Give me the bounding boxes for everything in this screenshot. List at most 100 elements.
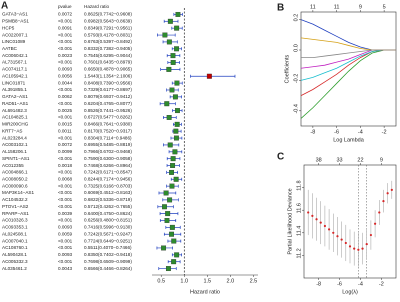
- plot-frame: [303, 164, 397, 279]
- gene-name: AL691482.3: [2, 108, 27, 113]
- hazard-ratio-text: 0.8625(0.7742−0.9608): [84, 12, 132, 17]
- hr-marker: [169, 87, 175, 93]
- panel-label: A: [1, 1, 8, 12]
- hazard-ratio-text: 0.7242(0.5671−0.9247): [84, 231, 132, 236]
- gene-name: AC104825.1: [2, 115, 28, 120]
- p-value: <0.001: [58, 156, 73, 161]
- hazard-ratio-text: 0.5793(0.4178−0.8031): [84, 32, 132, 37]
- p-value: <0.001: [58, 101, 73, 106]
- p-value: <0.001: [58, 204, 73, 209]
- hazard-ratio-text: 0.6256(0.4800−0.8151): [84, 218, 132, 223]
- p-value: <0.001: [58, 218, 73, 223]
- deviance-point: [340, 238, 343, 241]
- x-tick-label: -6: [337, 281, 342, 287]
- y-tick-label: 0.2: [293, 14, 299, 22]
- hr-marker: [169, 231, 175, 237]
- gene-name: AL024508.1: [2, 231, 27, 236]
- hr-marker: [162, 32, 168, 38]
- gene-name: AC074117.1: [2, 67, 28, 72]
- hr-marker: [173, 135, 179, 141]
- p-value: 0.0015: [58, 122, 72, 127]
- p-value: <0.001: [58, 238, 73, 243]
- top-tick-label: 22: [357, 157, 363, 163]
- p-value: <0.001: [58, 245, 73, 250]
- hr-marker: [170, 60, 176, 65]
- p-value: <0.001: [58, 190, 73, 195]
- hr-marker: [165, 211, 171, 217]
- hr-marker: [167, 197, 173, 203]
- p-value: <0.001: [58, 39, 73, 44]
- coefficient-path: [301, 49, 396, 58]
- p-value: 0.0059: [58, 231, 72, 236]
- hr-marker: [169, 224, 175, 230]
- p-value: 0.0099: [58, 149, 72, 154]
- hazard-ratio-text: 0.8079(0.6937−0.9412): [84, 94, 132, 99]
- x-tick-label: 1.0: [180, 278, 188, 284]
- y-tick-label: 0.0: [293, 44, 299, 52]
- deviance-point: [361, 247, 364, 250]
- plot-frame: [300, 11, 397, 127]
- coefficient-path: [300, 37, 396, 51]
- p-value: 0.0018: [58, 163, 72, 168]
- x-tick-label: -2: [382, 129, 387, 135]
- hr-marker: [161, 245, 167, 251]
- hazard-ratio-text: 0.7590(0.6300−0.9058): [84, 156, 132, 161]
- p-value: 0.0093: [58, 225, 72, 230]
- x-tick-label: -4: [358, 129, 363, 135]
- deviance-point: [348, 245, 352, 248]
- gene-name: GATA3−AS1: [2, 12, 28, 17]
- gene-name: LINC01871: [2, 80, 26, 85]
- top-tick-label: 38: [316, 157, 322, 163]
- hr-marker: [162, 204, 167, 210]
- panel-label: C: [277, 152, 284, 163]
- gene-name: AC108760.1: [2, 245, 28, 250]
- deviance-point: [336, 235, 339, 238]
- x-axis-label: Log Lambda: [333, 137, 365, 143]
- p-value: 0.0072: [58, 12, 72, 17]
- hazard-ratio-text: 0.5712(0.4262−0.7655): [84, 204, 132, 209]
- hr-marker: [173, 128, 179, 134]
- x-tick-label: -8: [310, 129, 315, 135]
- hr-marker: [166, 39, 172, 45]
- gene-name: AL023284.4: [2, 135, 27, 140]
- hazard-ratio-text: 0.8408(0.7390−0.9566): [84, 80, 132, 85]
- hazard-ratio-text: 0.6650(0.4878−0.9065): [84, 67, 132, 72]
- p-value: 0.0093: [58, 67, 72, 72]
- gene-name: AC012355: [2, 163, 24, 168]
- hr-marker: [173, 176, 179, 182]
- p-value: 0.0093: [58, 252, 72, 257]
- hr-marker: [169, 169, 175, 175]
- hazard-ratio-text: 0.5511(0.4070−0.7466): [84, 245, 132, 250]
- hazard-ratio-text: 0.7966(0.6702−0.9468): [84, 149, 132, 154]
- hazard-ratio-text: 0.6955(0.5485−0.8819): [84, 142, 132, 147]
- column-header: pvalue: [58, 4, 72, 9]
- hazard-ratio-text: 0.6566(0.4466−0.8264): [84, 266, 132, 271]
- hazard-ratio-text: 0.8349(0.7291−0.9561): [84, 25, 132, 30]
- p-value: 0.0039: [58, 211, 72, 216]
- hazard-ratio-text: 0.8526(0.7441−0.9526): [84, 108, 132, 113]
- hr-marker: [174, 80, 180, 86]
- hr-marker: [174, 121, 180, 127]
- x-tick-label: -2: [379, 281, 384, 287]
- gene-name: AC006042.1: [2, 53, 28, 58]
- x-tick-label: 0.5: [157, 278, 165, 284]
- hazard-ratio-text: 0.7601(0.6435−0.8979): [84, 60, 132, 65]
- hr-marker: [163, 190, 169, 196]
- gene-name: LINC01089: [2, 39, 26, 44]
- hazard-ratio-text: 0.8244(0.7174−0.9456): [84, 176, 132, 181]
- x-tick-label: 2.0: [227, 278, 235, 284]
- hr-marker: [167, 142, 173, 148]
- gene-name: AL391855.1: [2, 87, 27, 92]
- hazard-ratio-text: 0.7724(0.6449−0.9251): [84, 238, 132, 243]
- x-axis-label: Hazard ratio: [190, 289, 220, 295]
- gene-name: AL158206.1: [2, 149, 27, 154]
- hazard-ratio-text: 0.6822(0.5336−0.8719): [84, 197, 132, 202]
- gene-name: RPARP−AS1: [2, 211, 29, 216]
- p-value: <0.001: [58, 135, 73, 140]
- gene-name: AC093353.1: [2, 225, 28, 230]
- p-value: <0.001: [58, 19, 73, 24]
- top-tick-label: 33: [336, 157, 342, 163]
- y-axis-label: Partial Likelihood Deviance: [287, 188, 293, 254]
- hr-marker: [172, 149, 178, 155]
- hr-marker: [175, 108, 180, 114]
